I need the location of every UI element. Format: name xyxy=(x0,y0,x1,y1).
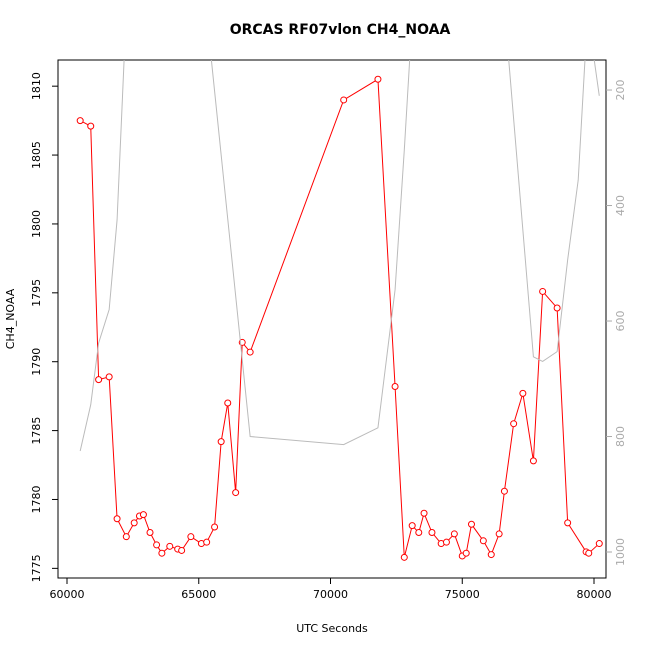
y-axis-label: CH4_NOAA xyxy=(4,288,17,349)
y-tick-label: 1805 xyxy=(30,141,43,169)
data-point xyxy=(408,522,416,530)
data-point xyxy=(211,523,219,531)
x-axis-label: UTC Seconds xyxy=(296,622,368,635)
data-point xyxy=(340,96,348,104)
x-tick-label: 60000 xyxy=(50,588,85,601)
y2-tick-label: 1000 xyxy=(614,538,627,566)
y2-tick-label: 800 xyxy=(614,426,627,447)
data-point xyxy=(500,487,508,495)
data-point xyxy=(415,529,423,537)
x-tick-label: 75000 xyxy=(445,588,480,601)
data-point xyxy=(105,373,113,381)
y-tick-label: 1785 xyxy=(30,417,43,445)
data-point xyxy=(420,509,428,517)
data-point xyxy=(487,551,495,559)
data-point xyxy=(510,420,518,428)
data-point xyxy=(564,519,572,527)
data-point xyxy=(122,533,130,541)
series-line xyxy=(79,78,600,558)
y2-tick-label: 200 xyxy=(614,80,627,101)
data-point xyxy=(529,457,537,465)
x-tick-label: 70000 xyxy=(313,588,348,601)
data-point xyxy=(203,538,211,546)
series-line xyxy=(79,60,600,452)
data-point xyxy=(428,529,436,537)
data-point xyxy=(495,530,503,538)
data-point xyxy=(130,519,138,527)
data-point xyxy=(246,348,254,356)
data-point xyxy=(153,541,161,549)
data-point xyxy=(553,304,561,312)
data-point xyxy=(595,540,603,548)
data-point xyxy=(539,287,547,295)
data-point xyxy=(400,553,408,561)
y-tick-label: 1775 xyxy=(30,554,43,582)
data-point xyxy=(187,533,195,541)
data-point xyxy=(391,383,399,391)
chart-title: ORCAS RF07vlon CH4_NOAA xyxy=(230,22,451,38)
data-point xyxy=(442,538,450,546)
data-point xyxy=(76,117,84,125)
data-point xyxy=(450,530,458,538)
data-point xyxy=(374,75,382,83)
data-point xyxy=(95,376,103,384)
data-point xyxy=(178,546,186,554)
data-point xyxy=(166,542,174,550)
y-tick-label: 1780 xyxy=(30,485,43,513)
data-point xyxy=(519,389,527,397)
y-tick-label: 1795 xyxy=(30,279,43,307)
data-point xyxy=(217,438,225,446)
data-point xyxy=(158,549,166,557)
x-tick-label: 80000 xyxy=(577,588,612,601)
data-point xyxy=(113,515,121,523)
y-tick-label: 1800 xyxy=(30,210,43,238)
data-point xyxy=(585,549,593,557)
data-point xyxy=(232,489,240,497)
data-point xyxy=(139,511,147,519)
plot-area xyxy=(76,60,603,561)
y2-tick-label: 600 xyxy=(614,311,627,332)
data-point xyxy=(467,520,475,528)
plot-frame xyxy=(57,59,607,579)
data-point xyxy=(87,122,95,130)
data-point xyxy=(224,399,232,407)
x-tick-label: 65000 xyxy=(181,588,216,601)
y-tick-label: 1790 xyxy=(30,348,43,376)
data-point xyxy=(462,549,470,557)
y2-tick-label: 400 xyxy=(614,195,627,216)
data-point xyxy=(479,537,487,545)
data-point xyxy=(146,529,154,537)
y-tick-label: 1810 xyxy=(30,72,43,100)
